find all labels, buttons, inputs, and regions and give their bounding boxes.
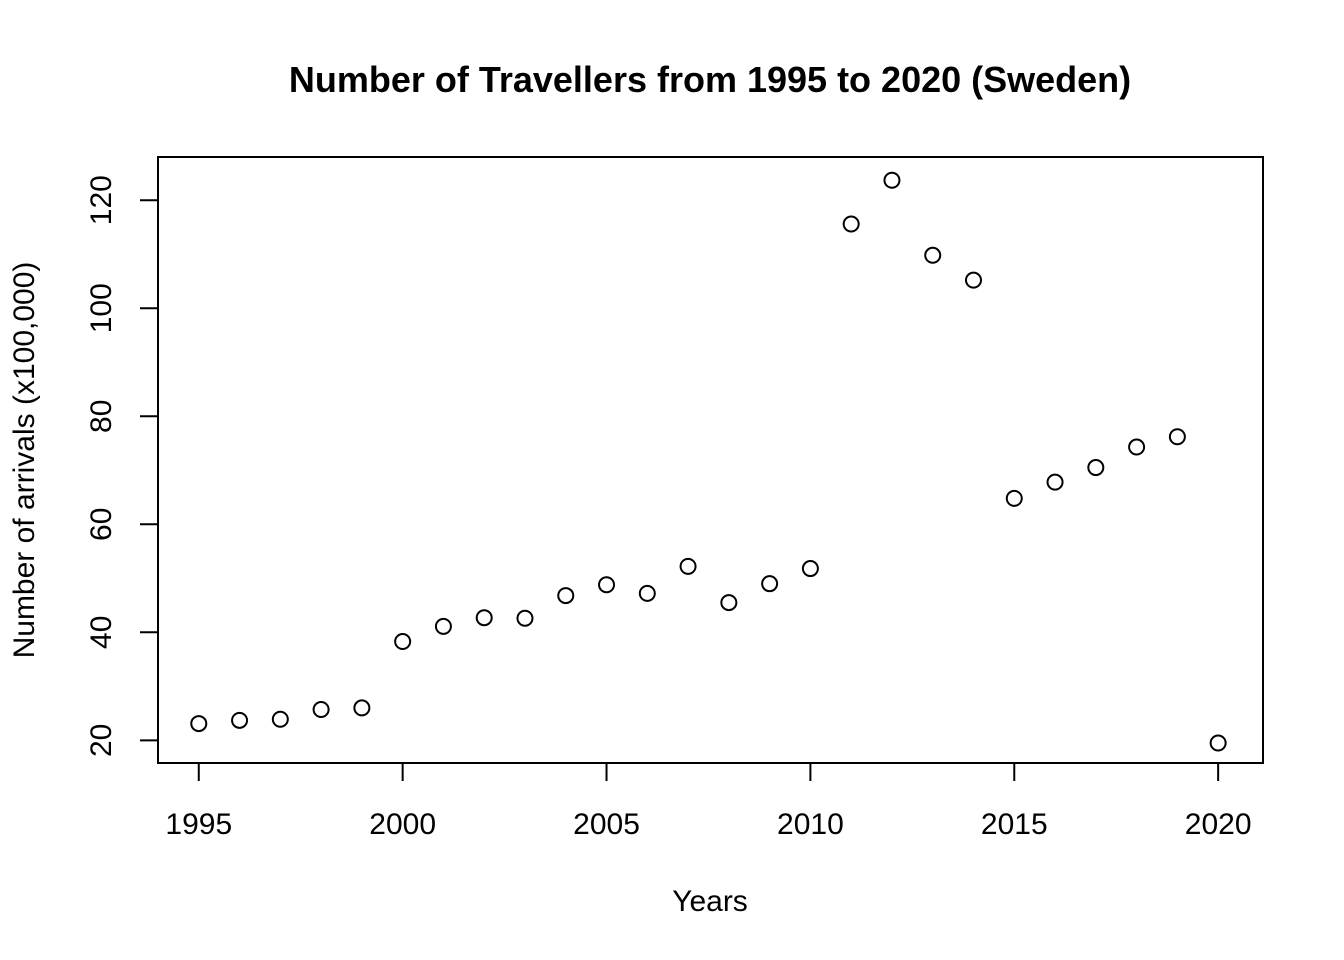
data-point bbox=[924, 246, 942, 264]
data-point bbox=[720, 594, 738, 612]
x-tick-label: 1995 bbox=[165, 808, 232, 841]
y-tick-label: 80 bbox=[85, 400, 118, 433]
y-tick-label: 40 bbox=[85, 616, 118, 649]
data-point bbox=[761, 575, 779, 593]
x-tick-label: 2010 bbox=[777, 808, 844, 841]
y-axis: 20 40 60 80 100 120 bbox=[85, 175, 159, 757]
data-point bbox=[1128, 438, 1146, 456]
data-point bbox=[353, 699, 371, 717]
data-point bbox=[638, 584, 656, 602]
y-tick-label: 100 bbox=[85, 283, 118, 333]
data-point bbox=[434, 617, 452, 635]
x-axis: 1995 2000 2005 2010 2015 2020 bbox=[165, 762, 1252, 841]
y-tick-label: 60 bbox=[85, 508, 118, 541]
data-point bbox=[557, 587, 575, 605]
data-point bbox=[801, 560, 819, 578]
y-tick-label: 20 bbox=[85, 724, 118, 757]
x-tick-label: 2000 bbox=[369, 808, 436, 841]
data-point bbox=[190, 715, 208, 733]
y-axis-label: Number of arrivals (x100,000) bbox=[8, 262, 41, 659]
data-point bbox=[475, 609, 493, 627]
x-tick-label: 2020 bbox=[1185, 808, 1252, 841]
data-point bbox=[1005, 489, 1023, 507]
data-point bbox=[516, 609, 534, 627]
data-point bbox=[964, 271, 982, 289]
data-point bbox=[1087, 459, 1105, 477]
data-point bbox=[1168, 428, 1186, 446]
data-point bbox=[1046, 473, 1064, 491]
data-point bbox=[679, 557, 697, 575]
data-point bbox=[312, 701, 330, 719]
x-axis-label: Years bbox=[672, 885, 748, 918]
data-point bbox=[271, 710, 289, 728]
y-tick-label: 120 bbox=[85, 175, 118, 225]
chart-title: Number of Travellers from 1995 to 2020 (… bbox=[289, 59, 1131, 100]
data-point bbox=[231, 711, 249, 729]
data-point bbox=[842, 215, 860, 233]
x-tick-label: 2005 bbox=[573, 808, 640, 841]
data-point bbox=[598, 576, 616, 594]
x-tick-label: 2015 bbox=[981, 808, 1048, 841]
data-point bbox=[883, 171, 901, 189]
data-points bbox=[190, 171, 1227, 752]
data-point bbox=[1209, 734, 1227, 752]
data-point bbox=[394, 632, 412, 650]
